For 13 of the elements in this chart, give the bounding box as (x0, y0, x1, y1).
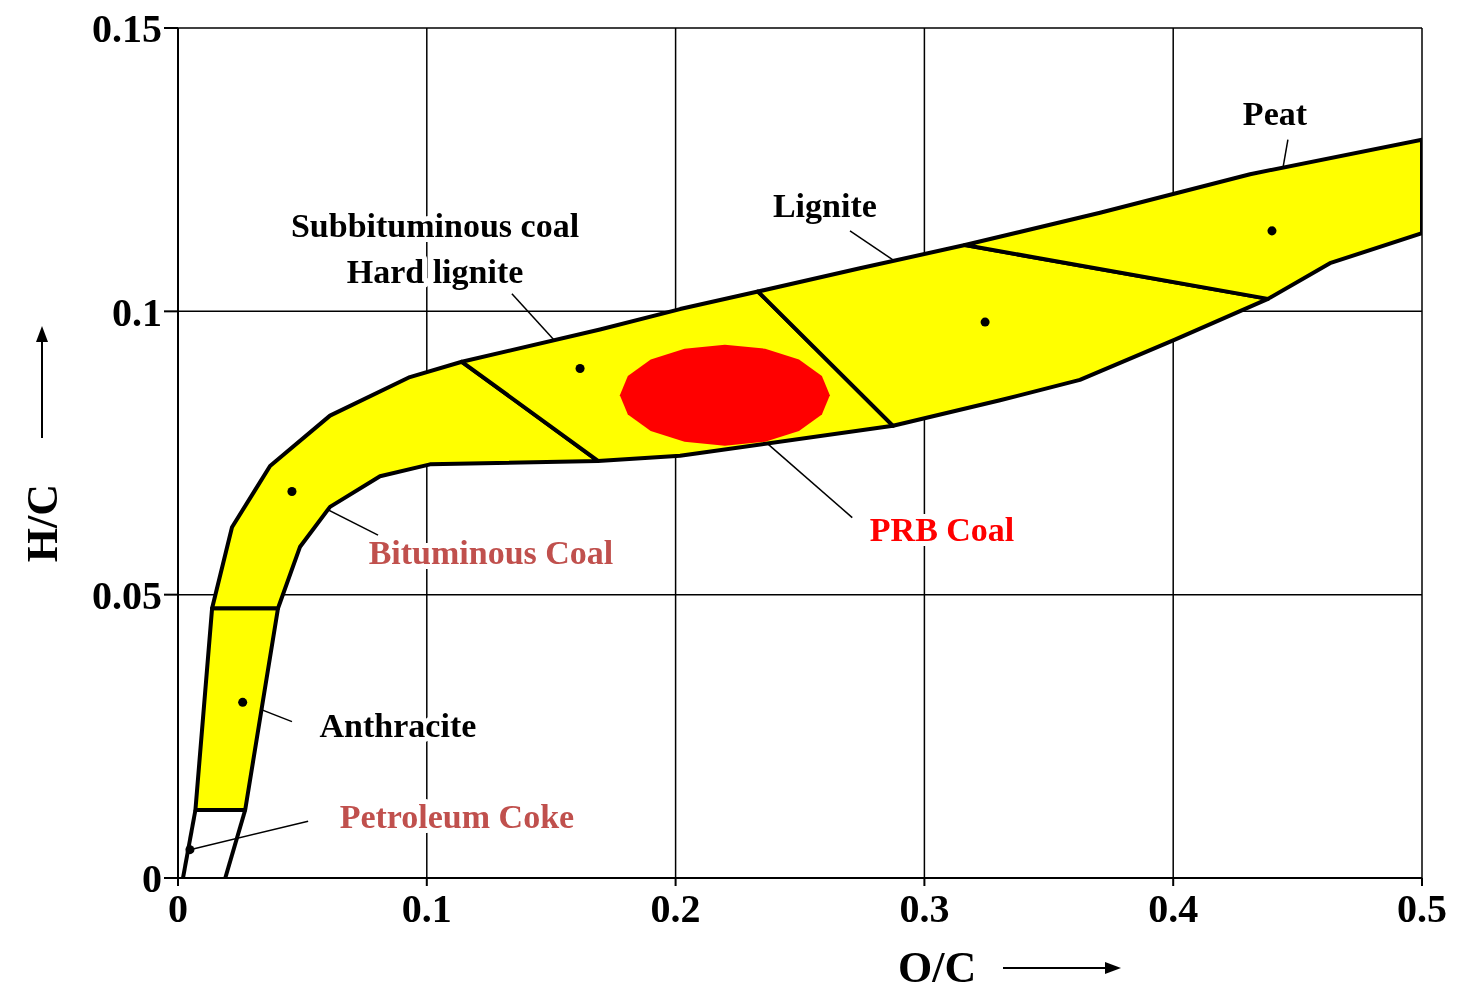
x-tick-label: 0.2 (650, 886, 701, 932)
y-axis-title: H/C (18, 482, 68, 565)
x-axis-title: O/C (898, 943, 977, 993)
annotation: Peat (1242, 94, 1308, 132)
y-tick-label: 0.1 (112, 289, 162, 335)
x-tick-label: 0.5 (1397, 886, 1447, 932)
x-tick-label: 0.1 (401, 886, 452, 932)
y-tick-label: 0.15 (92, 6, 162, 52)
y-tick-label: 0.05 (92, 572, 162, 618)
annotation: Lignite (772, 186, 877, 224)
y-tick-label: 0 (142, 856, 162, 902)
x-tick-label: 0.4 (1148, 886, 1199, 932)
x-tick-label: 0.3 (899, 886, 950, 932)
